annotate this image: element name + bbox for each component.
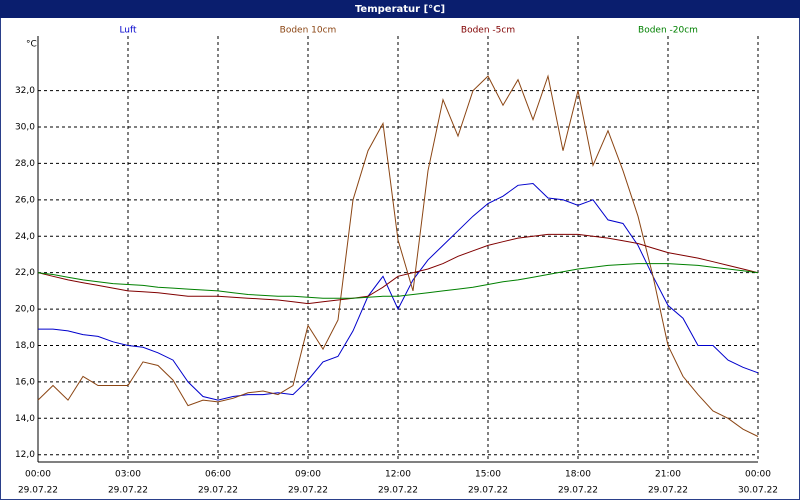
x-tick-label: 00:00	[745, 470, 771, 480]
y-tick-label: 20,0	[15, 305, 35, 315]
y-tick-label: 26,0	[15, 195, 35, 205]
x-tick-label: 12:00	[385, 470, 411, 480]
x-tick-label: 09:00	[295, 470, 321, 480]
series-line	[38, 182, 759, 401]
y-tick-label: 22,0	[15, 268, 35, 278]
x-tick-label: 03:00	[115, 470, 141, 480]
series-line	[37, 263, 759, 299]
x-tick-date: 29.07.22	[558, 486, 598, 496]
x-tick-date: 29.07.22	[198, 486, 238, 496]
y-tick-label: 16,0	[15, 377, 35, 387]
x-tick-date: 29.07.22	[648, 486, 688, 496]
y-tick-label: 18,0	[15, 341, 35, 351]
y-tick-label: 14,0	[15, 414, 35, 424]
x-tick-date: 29.07.22	[288, 486, 328, 496]
chart-title: Temperatur [°C]	[355, 4, 445, 15]
y-tick-label: 32,0	[15, 86, 35, 96]
series-line	[37, 233, 759, 305]
y-unit: °C	[26, 40, 37, 50]
y-tick-label: 30,0	[15, 123, 35, 133]
x-tick-label: 21:00	[655, 470, 681, 480]
x-tick-date: 29.07.22	[378, 486, 418, 496]
x-tick-date: 29.07.22	[468, 486, 508, 496]
series-line	[37, 74, 759, 437]
x-tick-date: 29.07.22	[108, 486, 148, 496]
legend-entry: Boden -5cm	[461, 26, 515, 36]
x-tick-label: 18:00	[565, 470, 591, 480]
x-tick-date: 29.07.22	[18, 486, 58, 496]
x-tick-label: 15:00	[475, 470, 501, 480]
x-tick-label: 00:00	[25, 470, 51, 480]
x-tick-label: 06:00	[205, 470, 231, 480]
legend-entry: Luft	[119, 26, 137, 36]
y-tick-label: 28,0	[15, 159, 35, 169]
legend-entry: Boden -20cm	[638, 26, 698, 36]
legend-entry: Boden 10cm	[280, 26, 337, 36]
y-tick-label: 24,0	[15, 232, 35, 242]
y-tick-label: 12,0	[15, 450, 35, 460]
title-bar	[0, 0, 800, 18]
x-tick-date: 30.07.22	[738, 486, 778, 496]
